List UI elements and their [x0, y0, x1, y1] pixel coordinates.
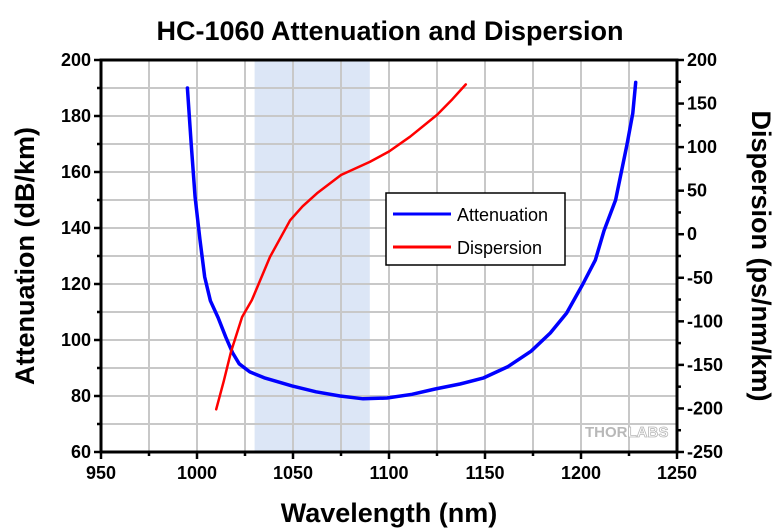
- legend: Attenuation Dispersion: [385, 192, 566, 266]
- chart-title: HC-1060 Attenuation and Dispersion: [156, 16, 623, 46]
- y-tick-label: 200: [61, 50, 91, 70]
- y-tick-label: 180: [61, 106, 91, 126]
- x-axis-title: Wavelength (nm): [281, 498, 498, 528]
- x-tick-label: 1250: [657, 463, 697, 483]
- x-tick-label: 1050: [273, 463, 313, 483]
- watermark-text: THORLABS: [585, 424, 668, 441]
- y-tick-label: 120: [61, 274, 91, 294]
- y-axis-title-right: Dispersion (ps/nm/km): [746, 110, 776, 401]
- series-layer: [185, 80, 638, 411]
- y2-tick-label: -200: [687, 398, 723, 418]
- series-line-dispersion: [214, 83, 468, 411]
- axis-layer: [94, 58, 684, 459]
- legend-label-attenuation: Attenuation: [457, 205, 548, 225]
- y2-tick-label: -250: [687, 442, 723, 462]
- y2-tick-label: -150: [687, 355, 723, 375]
- y-tick-label: 100: [61, 330, 91, 350]
- y-tick-label: 60: [71, 442, 91, 462]
- y-tick-label: 160: [61, 162, 91, 182]
- watermark-bold: THOR: [585, 424, 628, 441]
- thorlabs-watermark: THORLABS: [585, 424, 669, 442]
- y2-tick-label: 0: [687, 224, 697, 244]
- grid-layer: [101, 60, 677, 452]
- y2-tick-label: 100: [687, 137, 717, 157]
- x-tick-label: 1100: [369, 463, 408, 483]
- y-tick-label: 80: [71, 386, 91, 406]
- watermark-outline: LABS: [628, 424, 669, 441]
- x-tick-label: 950: [86, 463, 116, 483]
- series-line-attenuation: [185, 80, 638, 401]
- y-axis-title-left: Attenuation (dB/km): [10, 127, 40, 385]
- x-tick-label: 1150: [465, 463, 504, 483]
- y2-tick-label: 150: [687, 94, 717, 114]
- x-tick-label: 1200: [561, 463, 601, 483]
- legend-box: [385, 192, 566, 266]
- y2-tick-label: -50: [687, 268, 713, 288]
- legend-label-dispersion: Dispersion: [457, 238, 542, 258]
- y-tick-label: 140: [61, 218, 91, 238]
- y2-tick-label: 50: [687, 181, 707, 201]
- y2-tick-label: 200: [687, 50, 717, 70]
- tick-label-layer: 950 1000 1050 1100 1150 1200 12506080100120140…: [61, 50, 723, 483]
- x-tick-label: 1000: [177, 463, 217, 483]
- y2-tick-label: -100: [687, 311, 723, 331]
